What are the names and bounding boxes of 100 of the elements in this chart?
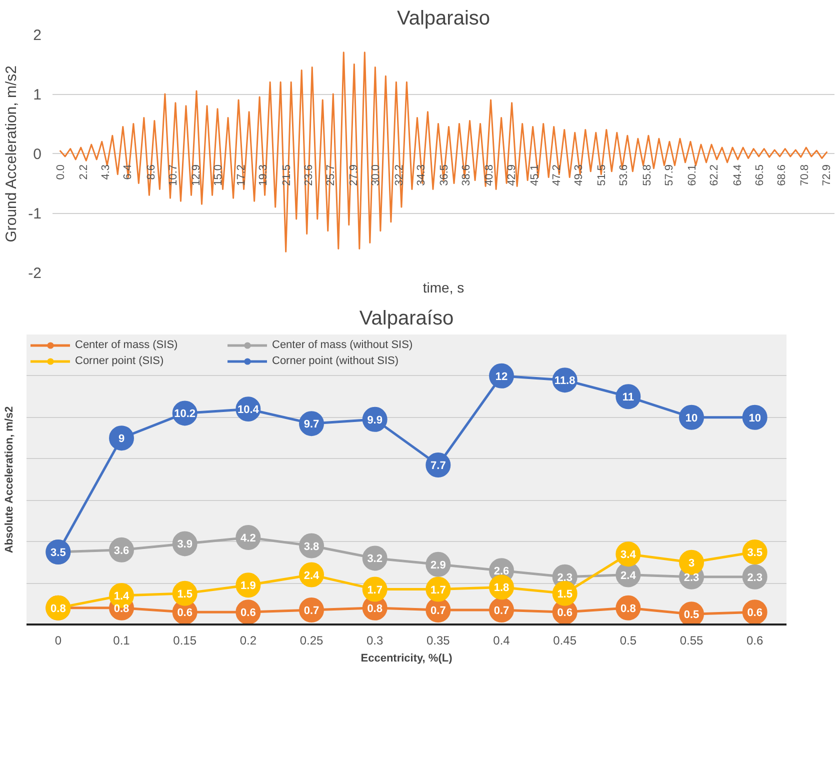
legend-label: Corner point (SIS) [75, 354, 165, 368]
x-tick-label: 55.8 [641, 164, 654, 186]
data-label: 3.2 [367, 553, 382, 566]
data-label: 1.5 [557, 588, 572, 600]
x-tick-label: 36.5 [438, 164, 450, 186]
x-tick-label: 8.6 [145, 164, 158, 180]
x-tick-label: 47.2 [550, 164, 563, 186]
x-tick-label: 0.55 [680, 634, 704, 648]
data-label: 11.8 [554, 375, 576, 388]
data-label: 0.8 [50, 602, 66, 615]
x-tick-label: 34.3 [415, 164, 428, 186]
x-tick-label: 0.4 [493, 634, 510, 648]
data-label: 3.9 [177, 538, 192, 551]
x-tick-label: 38.6 [460, 164, 473, 186]
data-label: 4.2 [240, 532, 256, 544]
y-axis-title: Ground Acceleration, m/s2 [3, 66, 20, 242]
data-label: 3 [688, 557, 695, 570]
x-axis-title: time, s [422, 280, 464, 296]
data-label: 2.3 [557, 572, 572, 584]
x-tick-label: 0.3 [366, 634, 384, 648]
x-tick-label: 0.6 [746, 634, 764, 648]
x-tick-label: 6.4 [122, 164, 134, 180]
data-label: 0.6 [240, 607, 256, 620]
x-tick-label: 0.0 [54, 164, 67, 180]
y-tick-label: 0 [33, 146, 42, 163]
x-tick-label: 0.2 [240, 634, 257, 648]
data-label: 1.7 [430, 584, 446, 596]
data-label: 7.7 [430, 460, 446, 472]
y-tick-label: -1 [28, 206, 42, 222]
y-tick-label: -2 [28, 265, 42, 282]
data-label: 0.8 [114, 602, 130, 615]
y-tick-label: 1 [33, 86, 42, 104]
x-tick-label: 27.9 [348, 164, 360, 186]
x-tick-label: 0.15 [173, 634, 197, 648]
x-tick-label: 15.0 [212, 164, 225, 186]
data-label: 10 [748, 412, 761, 424]
data-label: 10 [685, 412, 698, 424]
data-label: 0.8 [367, 602, 382, 615]
x-tick-label: 57.9 [663, 164, 676, 186]
data-label: 2.3 [747, 572, 762, 584]
x-tick-label: 42.9 [506, 164, 518, 186]
x-tick-label: 30.0 [370, 164, 382, 186]
data-label: 0.7 [494, 605, 510, 617]
x-tick-label: 32.2 [393, 164, 406, 186]
data-label: 0.6 [557, 607, 572, 620]
data-label: 3.8 [304, 540, 320, 553]
data-label: 1.5 [177, 588, 192, 600]
x-tick-label: 0.1 [113, 634, 130, 648]
x-tick-label: 60.1 [686, 164, 699, 186]
x-tick-label: 10.7 [167, 164, 180, 186]
x-tick-label: 0 [54, 634, 62, 648]
data-label: 2.9 [430, 559, 446, 572]
legend-label: Center of mass (without SIS) [272, 338, 414, 352]
data-label: 0.6 [747, 607, 762, 620]
x-tick-label: 12.9 [190, 164, 202, 186]
data-label: 0.5 [684, 609, 700, 622]
x-tick-label: 45.1 [528, 164, 541, 186]
x-tick-label: 68.6 [776, 164, 788, 186]
data-label: 12 [495, 370, 508, 383]
y-axis-title: Absolute Acceleration, m/s2 [4, 406, 16, 554]
data-label: 0.6 [177, 607, 192, 620]
data-label: 9.9 [367, 414, 382, 426]
data-label: 1.9 [240, 580, 256, 592]
data-label: 3.5 [50, 547, 66, 559]
point [109, 426, 134, 451]
x-tick-label: 25.7 [324, 164, 337, 186]
x-tick-label: 19.3 [258, 164, 270, 186]
data-label: 10.4 [237, 404, 260, 416]
x-tick-label: 64.4 [732, 164, 744, 186]
data-label: 9.7 [304, 418, 320, 431]
data-label: 3.5 [747, 547, 762, 559]
data-label: 2.4 [620, 570, 637, 582]
x-tick-label: 66.5 [754, 164, 766, 186]
chart-title: Valparaiso [396, 8, 490, 30]
data-label: 0.7 [304, 605, 320, 617]
legend-label: Corner point (without SIS) [272, 354, 400, 368]
data-label: 3.6 [114, 544, 130, 557]
x-tick-label: 23.6 [302, 164, 315, 186]
data-label: 3.4 [620, 549, 637, 562]
x-tick-label: 0.5 [620, 634, 637, 648]
x-tick-label: 0.25 [300, 634, 324, 648]
data-label: 0.8 [620, 602, 636, 615]
x-tick-label: 4.3 [100, 164, 112, 180]
data-label: 9 [118, 433, 125, 446]
x-tick-label: 40.8 [484, 164, 496, 186]
legend-label: Center of mass (SIS) [75, 338, 179, 352]
x-axis-title: Eccentricity, %(L) [360, 652, 453, 664]
data-label: 11 [622, 392, 634, 404]
data-label: 2.3 [684, 572, 700, 584]
data-label: 0.7 [430, 605, 446, 617]
x-tick-label: 2.2 [78, 164, 90, 180]
data-label: 1.4 [114, 590, 130, 602]
data-label: 1.7 [367, 584, 382, 596]
data-label: 10.2 [174, 408, 196, 420]
y-tick-label: 2 [33, 27, 42, 44]
x-tick-label: 49.3 [573, 164, 586, 186]
data-label: 1.8 [494, 582, 510, 594]
x-tick-label: 72.9 [821, 164, 834, 186]
x-tick-label: 53.6 [618, 164, 630, 186]
chart-title: Valparaíso [359, 308, 454, 330]
